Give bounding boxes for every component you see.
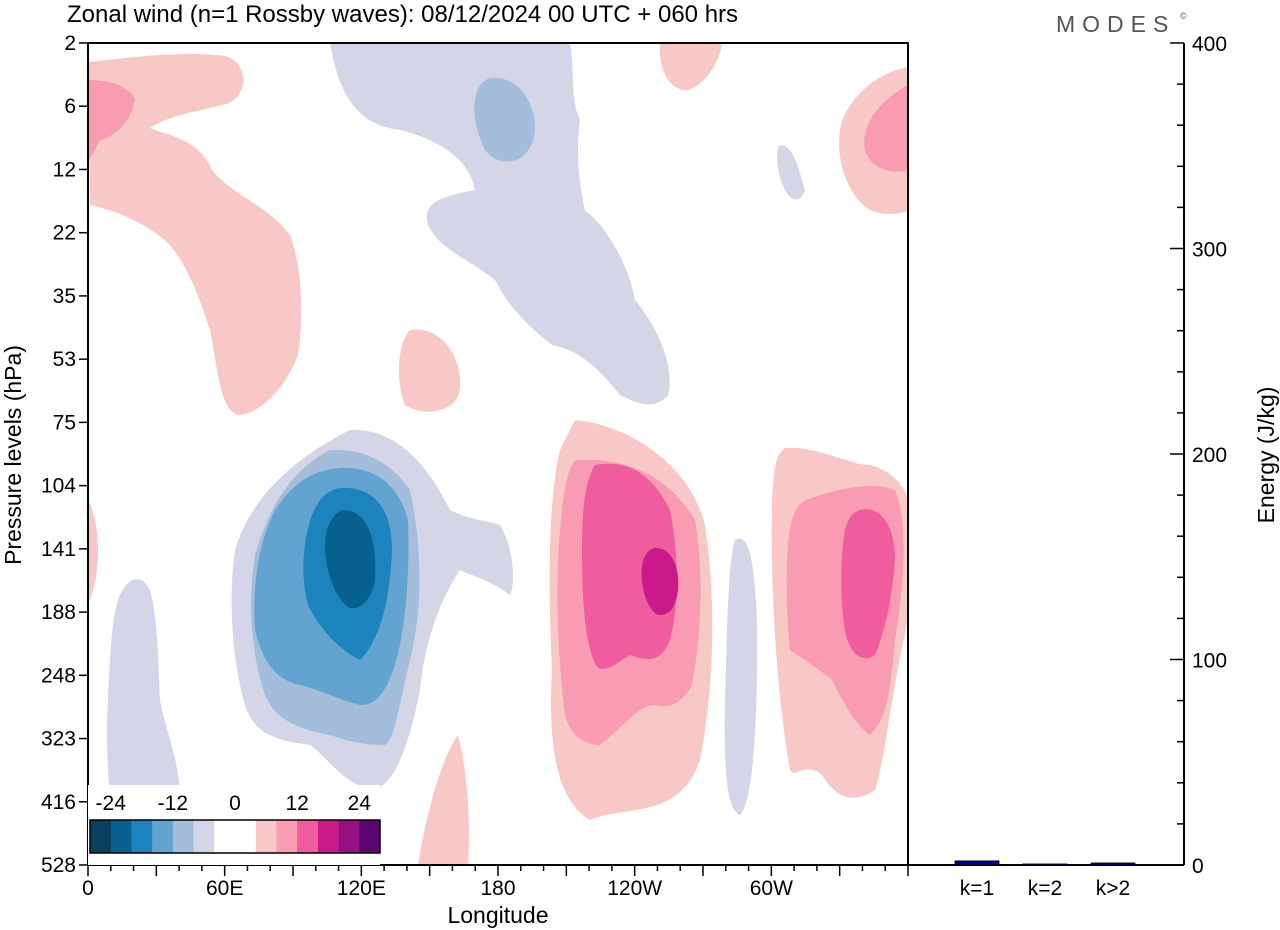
- colorbar-label: 12: [285, 792, 308, 815]
- contour-pos-4-left-edge: [88, 500, 99, 600]
- energy-category-label: k>2: [1096, 877, 1130, 900]
- x-tick-label: 60W: [750, 877, 793, 900]
- colorbar-swatch: [359, 820, 381, 853]
- y-tick-label: 248: [41, 664, 76, 687]
- contour-pos-4-bottom-strip: [418, 735, 469, 865]
- energy-bars: k=1 k=2 k>2: [954, 860, 1136, 900]
- y-tick-label: 75: [53, 411, 76, 434]
- x-axis-title: Longitude: [447, 902, 548, 928]
- energy-bar: [954, 860, 1000, 866]
- logo-text: MODES: [1056, 11, 1175, 37]
- colorbar-swatch: [193, 820, 215, 853]
- contour-pos-4-upper-left: [88, 53, 302, 416]
- y-tick-label: 35: [53, 285, 76, 308]
- y-axis: 2 6 12 22 35 53 75 104 141 188 248 323 416 528: [41, 32, 88, 877]
- contour-neg-8-top: [474, 77, 535, 162]
- colorbar-swatch: [152, 820, 174, 853]
- energy-category-label: k=1: [960, 877, 994, 900]
- contour-pos-12-mid: [582, 463, 677, 669]
- x-tick-label: 0: [82, 877, 94, 900]
- x-axis: 0 60E 120E 180 120W 60W: [82, 865, 909, 900]
- colorbar-swatch: [276, 820, 298, 853]
- colorbar-label: -24: [96, 792, 127, 815]
- colorbar-label: 0: [229, 792, 241, 815]
- contour-panel: 0 60E 120E 180 120W 60W 2 6 12 22 35 53 75 104 141 188…: [0, 32, 909, 928]
- energy-y-axis: 0 100 200 300 400: [1170, 33, 1227, 878]
- energy-tick-label: 400: [1192, 33, 1227, 56]
- y-tick-label: 2: [64, 32, 76, 55]
- y-tick-label: 104: [41, 475, 76, 498]
- y-tick-label: 12: [53, 158, 76, 181]
- colorbar-swatch: [297, 820, 319, 853]
- contour-pos-8-upper-left: [88, 80, 135, 160]
- energy-tick-label: 300: [1192, 239, 1227, 262]
- modes-logo: MODES ©: [1056, 11, 1187, 37]
- colorbar-swatches: [89, 819, 381, 854]
- contour-neg-4-thin: [724, 538, 758, 815]
- colorbar-swatch: [255, 820, 277, 853]
- y-tick-label: 323: [41, 728, 76, 751]
- energy-tick-label: 0: [1192, 855, 1204, 878]
- x-tick-label: 120E: [337, 877, 386, 900]
- contour-neg-20: [325, 510, 376, 609]
- y-tick-label: 22: [53, 222, 76, 245]
- colorbar-label: -12: [158, 792, 188, 815]
- contour-neg-4-top: [330, 43, 670, 405]
- energy-bar: [1090, 862, 1136, 866]
- colorbar-swatch: [235, 820, 257, 853]
- contour-fields: [88, 43, 908, 865]
- colorbar-swatch: [214, 820, 236, 853]
- colorbar-swatch: [172, 820, 194, 853]
- y-tick-label: 6: [64, 95, 76, 118]
- y-axis-title: Pressure levels (hPa): [0, 345, 26, 565]
- colorbar-swatch: [110, 820, 132, 853]
- x-tick-label: 180: [480, 877, 515, 900]
- y-tick-label: 188: [41, 601, 76, 624]
- energy-category-label: k=2: [1028, 877, 1062, 900]
- chart-title: Zonal wind (n=1 Rossby waves): 08/12/202…: [67, 1, 738, 28]
- contour-neg-4-small: [777, 145, 805, 200]
- x-tick-label: 120W: [607, 877, 662, 900]
- y-tick-label: 416: [41, 791, 76, 814]
- colorbar-swatch: [317, 820, 339, 853]
- contour-pos-8-upper-right: [864, 85, 908, 172]
- contour-pos-4-blob: [398, 329, 461, 412]
- energy-panel: 0 100 200 300 400 k=1 k=2 k>2 Energy (J/kg): [907, 33, 1279, 900]
- logo-mark: ©: [1180, 11, 1187, 21]
- y-tick-label: 528: [41, 854, 76, 877]
- x-tick-label: 60E: [206, 877, 243, 900]
- contour-pos-16: [641, 548, 679, 615]
- energy-tick-label: 100: [1192, 650, 1227, 673]
- contour-pos-4-top-center: [659, 43, 722, 91]
- colorbar: -24 -12 0 12 24: [88, 785, 381, 865]
- colorbar-label: 24: [348, 792, 372, 815]
- energy-axis-title: Energy (J/kg): [1253, 387, 1279, 524]
- colorbar-labels: -24 -12 0 12 24: [96, 792, 372, 815]
- colorbar-swatch: [338, 820, 360, 853]
- colorbar-swatch: [90, 820, 112, 853]
- contour-pos-12-right: [841, 509, 895, 659]
- y-tick-label: 141: [41, 538, 76, 561]
- y-tick-label: 53: [53, 348, 76, 371]
- energy-tick-label: 200: [1192, 444, 1227, 467]
- energy-bar: [1022, 863, 1068, 866]
- colorbar-swatch: [131, 820, 153, 853]
- colorbar-border: [89, 819, 381, 854]
